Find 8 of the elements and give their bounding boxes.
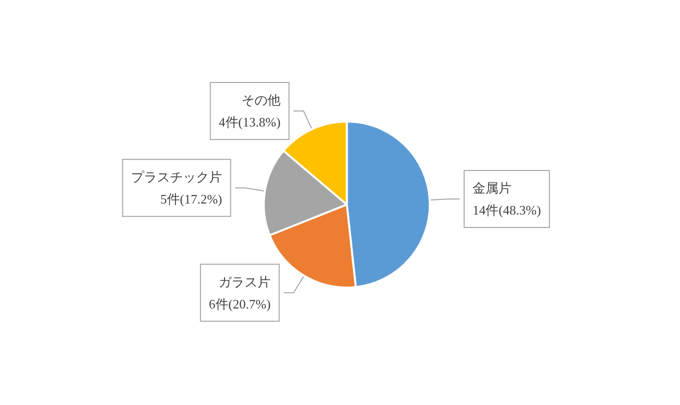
slice-label: プラスチック片 (131, 169, 222, 184)
data-label: 5件(17.2%) (160, 191, 222, 206)
slice-label: その他 (242, 92, 281, 108)
slice-label: 金属片 (472, 180, 512, 196)
slice-label: ガラス片 (218, 274, 271, 290)
data-label: 14件(48.3%) (472, 202, 541, 218)
data-label: 6件(20.7%) (208, 296, 271, 312)
data-label: 4件(13.8%) (218, 114, 281, 130)
